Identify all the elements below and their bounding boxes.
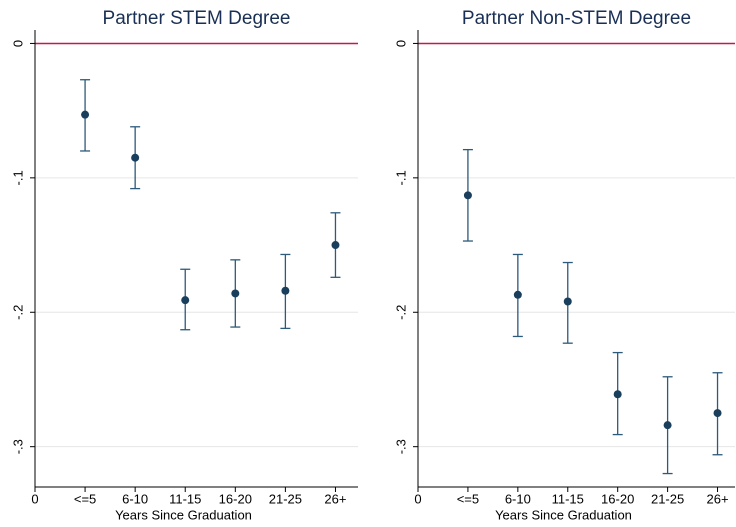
- x-tick-label: 16-20: [601, 491, 634, 506]
- point: [713, 409, 722, 418]
- y-tick-label: 0: [393, 40, 408, 47]
- point: [131, 153, 140, 162]
- point: [613, 390, 622, 399]
- point: [463, 191, 472, 200]
- x-tick-label: 11-15: [552, 491, 584, 506]
- x-tick-label: <=5: [457, 491, 479, 506]
- y-tick-label: -.2: [393, 305, 408, 320]
- x-tick-label: 6-10: [122, 491, 148, 506]
- x-tick-label: 0: [31, 491, 38, 506]
- chart-title: Partner Non-STEM Degree: [462, 8, 691, 29]
- x-tick-label: 16-20: [219, 491, 252, 506]
- point: [231, 289, 240, 298]
- point: [331, 241, 340, 250]
- y-tick-label: -.2: [10, 305, 25, 320]
- x-tick-label: 26+: [706, 491, 728, 506]
- x-tick-label: 26+: [324, 491, 346, 506]
- x-tick-label: <=5: [74, 491, 96, 506]
- x-tick-label: 11-15: [169, 491, 201, 506]
- y-tick-label: -.1: [393, 170, 408, 185]
- point: [181, 296, 190, 305]
- x-tick-label: 21-25: [651, 491, 684, 506]
- x-tick-label: 21-25: [269, 491, 302, 506]
- y-tick-label: 0: [10, 40, 25, 47]
- point: [563, 297, 572, 306]
- point: [281, 286, 290, 295]
- x-tick-label: 6-10: [505, 491, 531, 506]
- chart-title: Partner STEM Degree: [103, 8, 291, 29]
- y-tick-label: -.3: [393, 439, 408, 454]
- point: [81, 110, 90, 119]
- y-tick-label: -.1: [10, 170, 25, 185]
- point: [663, 421, 672, 430]
- y-tick-label: -.3: [10, 439, 25, 454]
- point: [513, 290, 522, 299]
- x-axis-label: Years Since Graduation: [115, 507, 252, 522]
- x-tick-label: 0: [414, 491, 421, 506]
- x-axis-label: Years Since Graduation: [495, 507, 632, 522]
